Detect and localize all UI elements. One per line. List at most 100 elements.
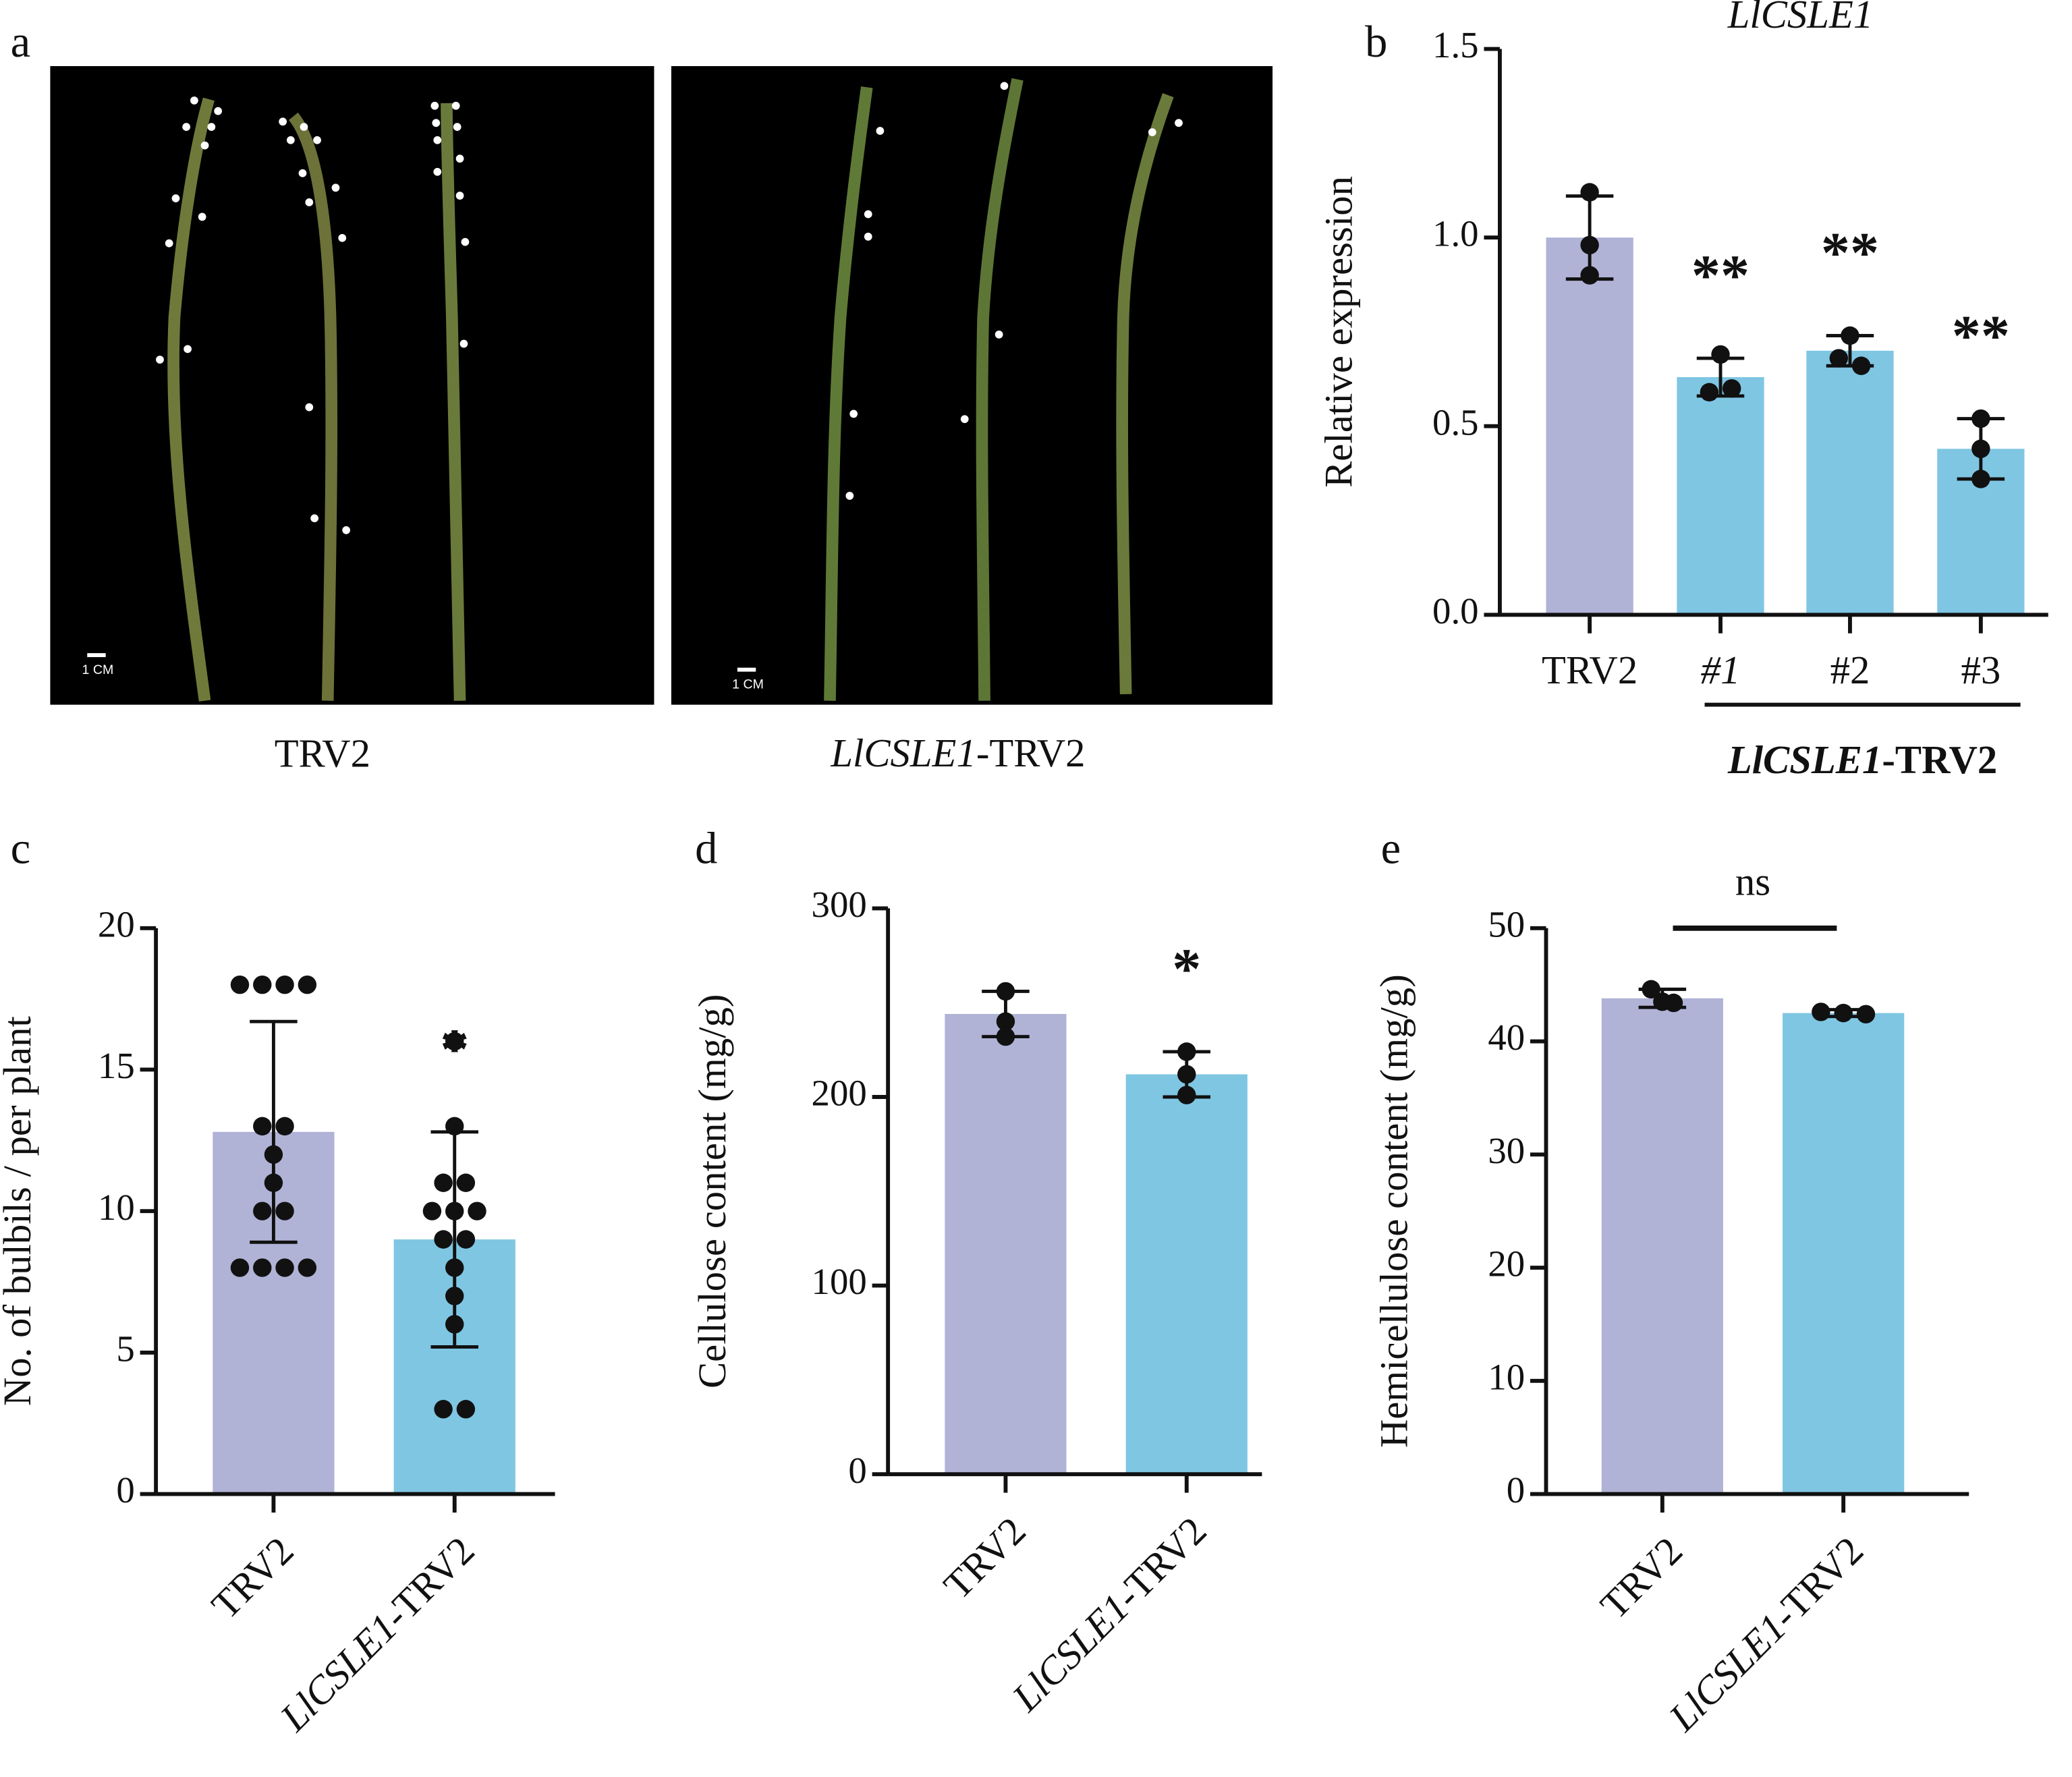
y-tick-label: 10 xyxy=(1488,1356,1525,1397)
chart-title: LlCSLE1 xyxy=(1727,0,1873,36)
panel-letter: d xyxy=(695,824,717,873)
data-point xyxy=(456,1230,476,1249)
y-tick-label: 0 xyxy=(848,1450,866,1491)
bar xyxy=(1601,998,1723,1494)
y-tick-label: 10 xyxy=(98,1187,135,1228)
x-tick-label: LlCSLE1-TRV2 xyxy=(1004,1508,1215,1720)
data-point xyxy=(1711,345,1730,364)
y-tick-label: 1.0 xyxy=(1432,213,1479,254)
data-point xyxy=(434,1173,453,1192)
data-point xyxy=(1971,439,1990,458)
y-tick-label: 20 xyxy=(98,903,135,944)
data-point xyxy=(275,1202,294,1220)
panel-letter: b xyxy=(1365,18,1387,67)
y-tick-label: 30 xyxy=(1488,1130,1525,1171)
data-point xyxy=(264,1173,283,1192)
data-point xyxy=(253,1202,272,1220)
y-tick-label: 1.5 xyxy=(1432,24,1479,65)
data-point xyxy=(434,1400,453,1419)
data-point xyxy=(456,1173,476,1192)
photo-right: 1 CM xyxy=(671,65,1273,705)
data-point xyxy=(275,975,294,994)
data-point xyxy=(1580,235,1599,255)
data-point xyxy=(1177,1042,1196,1061)
y-tick-label: 40 xyxy=(1488,1017,1525,1058)
bar xyxy=(945,1013,1067,1475)
data-point xyxy=(253,1258,272,1277)
data-point xyxy=(1722,379,1741,398)
data-point xyxy=(275,1258,294,1277)
data-point xyxy=(253,1117,272,1136)
y-tick-label: 0.5 xyxy=(1432,401,1479,443)
y-tick-label: 0 xyxy=(116,1469,134,1511)
data-point xyxy=(445,1117,464,1136)
y-axis-label: Cellulose content (mg/g) xyxy=(690,994,734,1388)
data-point xyxy=(275,1117,294,1136)
significance-label: ** xyxy=(1952,304,2010,368)
y-tick-label: 200 xyxy=(812,1073,867,1114)
data-point xyxy=(1841,326,1859,345)
y-tick-label: 20 xyxy=(1488,1243,1525,1285)
data-point xyxy=(230,975,250,994)
data-point xyxy=(1851,356,1871,375)
data-point xyxy=(1971,470,1990,488)
data-point xyxy=(445,1315,464,1334)
data-point xyxy=(996,1012,1015,1031)
bar xyxy=(1546,237,1633,615)
comparison-label: ns xyxy=(1735,860,1770,904)
y-tick-label: 0 xyxy=(1507,1469,1525,1511)
data-point xyxy=(1580,266,1599,285)
x-tick-label: TRV2 xyxy=(1542,648,1637,692)
data-point xyxy=(1812,1003,1830,1021)
data-point xyxy=(445,1287,464,1305)
x-tick-label: LlCSLE1-TRV2 xyxy=(1660,1529,1872,1741)
data-point xyxy=(434,1230,453,1249)
photo-caption: LlCSLE1-TRV2 xyxy=(830,731,1085,775)
bar xyxy=(1783,1013,1905,1494)
x-tick-label: #2 xyxy=(1830,648,1870,692)
data-point xyxy=(264,1145,283,1164)
data-point xyxy=(445,1202,464,1220)
y-tick-label: 15 xyxy=(98,1045,135,1086)
panel-letter: c xyxy=(11,824,31,873)
data-point xyxy=(1642,980,1660,999)
y-axis-label: No. of bulbils / per plant xyxy=(0,1016,39,1406)
photo-left: 1 CM xyxy=(50,65,654,705)
group-label: LlCSLE1-TRV2 xyxy=(1727,738,1997,782)
photo-caption: TRV2 xyxy=(275,731,370,775)
y-axis-label: Relative expression xyxy=(1316,176,1360,488)
data-point xyxy=(456,1400,476,1419)
data-point xyxy=(468,1202,486,1220)
data-point xyxy=(230,1258,250,1277)
x-tick-label: TRV2 xyxy=(1592,1529,1691,1628)
bar xyxy=(1806,350,1894,615)
y-tick-label: 5 xyxy=(116,1328,134,1369)
significance-label: ** xyxy=(1691,243,1749,308)
panel-letter: e xyxy=(1381,824,1401,873)
panel-letter: a xyxy=(11,18,31,67)
data-point xyxy=(996,982,1015,1001)
significance-label: * xyxy=(1172,936,1201,1001)
bar xyxy=(1677,377,1764,615)
data-point xyxy=(445,1032,464,1051)
data-point xyxy=(996,1027,1015,1046)
y-tick-label: 100 xyxy=(812,1261,867,1302)
y-tick-label: 0.0 xyxy=(1432,590,1479,631)
data-point xyxy=(1580,183,1599,202)
data-point xyxy=(1700,383,1719,402)
x-tick-label: LlCSLE1-TRV2 xyxy=(272,1529,483,1741)
y-tick-label: 50 xyxy=(1488,903,1525,944)
data-point xyxy=(1971,409,1990,428)
data-point xyxy=(1664,993,1683,1013)
x-tick-label: #3 xyxy=(1961,648,2000,692)
data-point xyxy=(1856,1005,1876,1024)
x-tick-label: #1 xyxy=(1701,648,1741,692)
data-point xyxy=(298,1258,317,1277)
significance-label: ** xyxy=(1821,221,1879,285)
data-point xyxy=(1177,1065,1196,1084)
data-point xyxy=(445,1258,464,1277)
y-axis-label: Hemicellulose content (mg/g) xyxy=(1372,974,1416,1448)
data-point xyxy=(298,975,317,994)
bar xyxy=(1125,1074,1248,1475)
